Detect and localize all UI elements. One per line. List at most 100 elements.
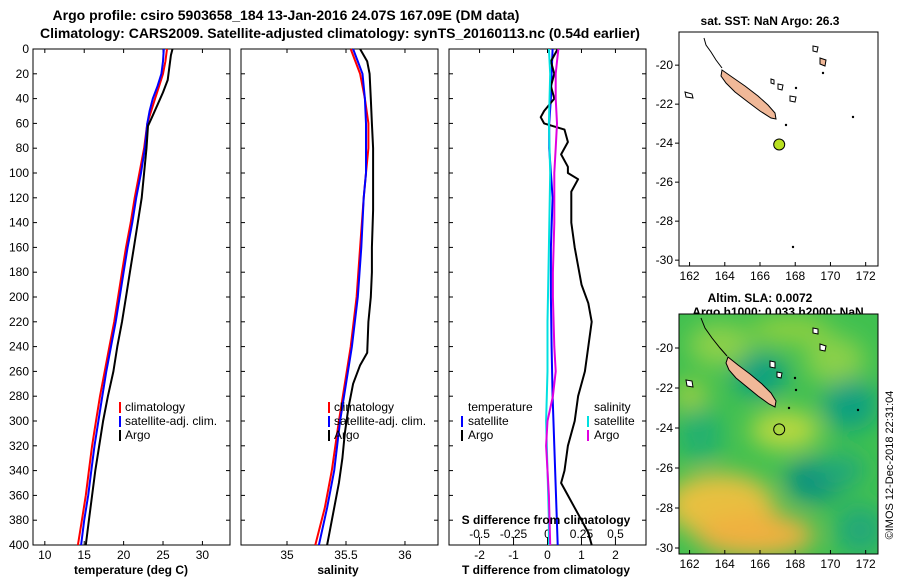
temperature-series-climatology: [76, 48, 168, 546]
salinity-series-argo: [326, 48, 375, 546]
sla_map-xtick-label: 164: [715, 557, 735, 571]
salinity-xtick-label: 35: [280, 548, 294, 562]
sst_map-xtick-label: 168: [785, 269, 805, 283]
salinity-xlabel: salinity: [317, 563, 359, 577]
title-line-1: Argo profile: csiro 5903658_184 13-Jan-2…: [53, 7, 520, 23]
salinity-xtick-label: 36: [398, 548, 412, 562]
depth-tick-label: 220: [9, 315, 29, 329]
sla-argo-position-marker: [773, 423, 786, 436]
temperature-legend: climatology satellite-adj. clim. Argo: [119, 400, 217, 442]
sla-reef-outline: [700, 317, 728, 357]
salinity-panel: 35 35.5 36 salinity climatology satellite-…: [240, 48, 439, 577]
sst_map-ytick-label: -24: [656, 136, 674, 150]
depth-tick-label: 200: [9, 290, 29, 304]
depth-tick-label: 240: [9, 340, 29, 354]
sla_map-ytick-label: -20: [656, 341, 674, 355]
salinity-legend: climatology satellite-adj. clim. Argo: [328, 400, 426, 442]
differences-xtick-label: -1: [508, 548, 519, 562]
difference-top-xtick-label: 0.5: [607, 527, 624, 541]
difference-legend-temperature-title: temperature: [468, 400, 533, 414]
depth-tick-label: 400: [9, 538, 29, 552]
difference-legend-t-satellite: satellite: [468, 414, 509, 428]
salinity-xtick-label: 35.5: [334, 548, 358, 562]
temperature-axes-frame: [32, 48, 231, 546]
depth-tick-label: 0: [22, 42, 29, 56]
differences-xtick-label: 1: [578, 548, 585, 562]
sst-island: [777, 83, 784, 91]
difference-top-xtick-label: 0: [544, 527, 551, 541]
temperature-xtick-label: 25: [156, 548, 170, 562]
sla_map-xtick-label: 170: [820, 557, 840, 571]
sla_map-ytick-label: -28: [656, 501, 674, 515]
sla-island-dot: [793, 376, 797, 380]
sla_map-ytick-label: -26: [656, 461, 674, 475]
difference-xlabel: T difference from climatology: [462, 563, 630, 577]
sla-new-caledonia-island: [725, 356, 777, 408]
sla-island: [812, 327, 819, 335]
difference-panel: -2 -1 0 1 2-0.5 -0.25 0 0.25 0.5 T difference fr…: [448, 48, 647, 577]
sst-island: [770, 78, 775, 85]
sst-argo-position-marker: [773, 138, 786, 151]
temperature-xlabel: temperature (deg C): [74, 563, 188, 577]
sst-map-title: sat. SST: NaN Argo: 26.3: [701, 14, 840, 28]
sla_map-xtick-label: 166: [750, 557, 770, 571]
sst-new-caledonia-island: [720, 69, 777, 120]
salinity-legend-climatology: climatology: [334, 400, 394, 414]
difference-legend-s-argo: Argo: [594, 428, 620, 442]
sst_map-xtick-label: 166: [750, 269, 770, 283]
temperature-legend-satellite-adj: satellite-adj. clim.: [125, 414, 217, 428]
sst_map-ytick-label: -30: [656, 253, 674, 267]
sla-island: [819, 343, 827, 352]
sla-island-dot: [856, 408, 860, 412]
depth-tick-label: 40: [16, 92, 30, 106]
sst-island-dot: [794, 86, 798, 90]
differences-series-t-argo: [539, 48, 593, 546]
temperature-xtick-label: 10: [38, 548, 52, 562]
sst_map-xtick-label: 164: [715, 269, 735, 283]
salinity-axes-frame: [240, 48, 439, 546]
sst-island-dot: [851, 115, 855, 119]
sst-island: [789, 95, 797, 103]
temperature-series-argo: [84, 48, 174, 546]
sla-map-land: [685, 317, 860, 412]
sst-reef-outline: [703, 37, 723, 69]
differences-xtick-label: -2: [474, 548, 485, 562]
sst_map-ytick-label: -28: [656, 214, 674, 228]
sst-island: [684, 91, 694, 99]
sla_map-xtick-label: 172: [856, 557, 876, 571]
difference-top-xtick-label: -0.5: [469, 527, 490, 541]
depth-tick-label: 140: [9, 216, 29, 230]
differences-xtick-label: 0: [544, 548, 551, 562]
depth-tick-label: 340: [9, 464, 29, 478]
differences-xtick-label: 2: [612, 548, 619, 562]
sla-field: [679, 314, 878, 554]
difference-legend-s-satellite: satellite: [594, 414, 635, 428]
sla_map-xtick-label: 162: [680, 557, 700, 571]
sla-island: [776, 371, 783, 379]
sst-island-dot: [821, 71, 825, 75]
sla-map-title-line-1: Altim. SLA: 0.0072: [708, 291, 813, 305]
sla_map-xtick-label: 168: [785, 557, 805, 571]
difference-legend-salinity: salinity satellite Argo: [587, 400, 635, 442]
salinity-series-satellite-adj-clim-: [317, 48, 367, 546]
sla-island: [685, 379, 694, 388]
temperature-legend-climatology: climatology: [125, 400, 185, 414]
sst-island: [819, 57, 827, 67]
sst_map-ytick-label: -26: [656, 175, 674, 189]
sla-island-dot: [787, 406, 791, 410]
difference-top-xtick-label: -0.25: [500, 527, 528, 541]
temperature-series-satellite-adj-clim-: [80, 48, 165, 546]
sla-map: Altim. SLA: 0.0072 Argo h1000: 0.033 h20…: [656, 291, 879, 571]
title-line-2: Climatology: CARS2009. Satellite-adjuste…: [40, 25, 640, 41]
depth-tick-label: 20: [16, 67, 30, 81]
sla_map-ytick-label: -24: [656, 421, 674, 435]
depth-tick-label: 320: [9, 439, 29, 453]
sst_map-xtick-label: 170: [820, 269, 840, 283]
depth-tick-label: 100: [9, 166, 29, 180]
difference-top-axis-label: S difference from climatology: [462, 513, 631, 527]
salinity-legend-argo: Argo: [334, 428, 360, 442]
depth-tick-label: 160: [9, 240, 29, 254]
difference-legend-t-argo: Argo: [468, 428, 494, 442]
depth-tick-label: 280: [9, 389, 29, 403]
